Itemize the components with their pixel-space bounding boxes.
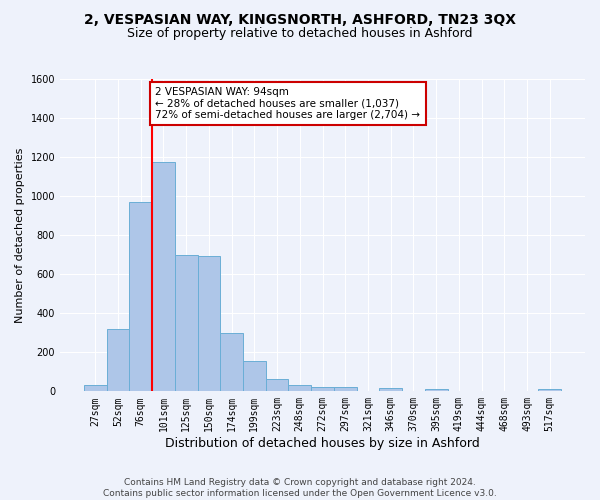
Bar [130,202,152,392]
Bar [311,388,334,392]
Bar [379,388,402,392]
Text: 2 VESPASIAN WAY: 94sqm
← 28% of detached houses are smaller (1,037)
72% of semi-: 2 VESPASIAN WAY: 94sqm ← 28% of detached… [155,87,421,120]
Bar [197,256,220,392]
Bar [289,386,311,392]
Bar [425,390,448,392]
Text: Size of property relative to detached houses in Ashford: Size of property relative to detached ho… [127,28,473,40]
Bar [84,386,107,392]
Bar [175,254,197,392]
Bar [152,162,175,392]
Text: 2, VESPASIAN WAY, KINGSNORTH, ASHFORD, TN23 3QX: 2, VESPASIAN WAY, KINGSNORTH, ASHFORD, T… [84,12,516,26]
Bar [538,390,561,392]
X-axis label: Distribution of detached houses by size in Ashford: Distribution of detached houses by size … [165,437,480,450]
Text: Contains HM Land Registry data © Crown copyright and database right 2024.
Contai: Contains HM Land Registry data © Crown c… [103,478,497,498]
Bar [220,333,243,392]
Y-axis label: Number of detached properties: Number of detached properties [15,148,25,323]
Bar [107,329,130,392]
Bar [334,388,356,392]
Bar [243,361,266,392]
Bar [266,378,289,392]
